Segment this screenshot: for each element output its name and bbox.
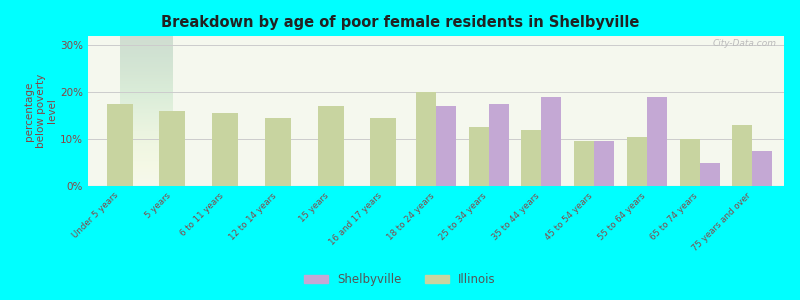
Bar <box>106 104 133 186</box>
Bar <box>542 97 562 186</box>
Bar <box>594 142 614 186</box>
Bar <box>318 106 343 186</box>
Text: City-Data.com: City-Data.com <box>713 39 777 48</box>
Bar <box>370 118 396 186</box>
Bar <box>752 151 773 186</box>
Y-axis label: percentage
below poverty
level: percentage below poverty level <box>24 74 58 148</box>
Bar <box>680 139 700 186</box>
Bar <box>700 163 720 186</box>
Bar <box>212 113 238 186</box>
Bar <box>469 128 489 186</box>
Bar <box>416 92 436 186</box>
Bar <box>159 111 186 186</box>
Bar <box>436 106 456 186</box>
Text: Breakdown by age of poor female residents in Shelbyville: Breakdown by age of poor female resident… <box>161 15 639 30</box>
Bar <box>522 130 542 186</box>
Bar <box>627 137 647 186</box>
Legend: Shelbyville, Illinois: Shelbyville, Illinois <box>299 269 501 291</box>
Bar <box>265 118 291 186</box>
Bar <box>732 125 752 186</box>
Bar <box>489 104 509 186</box>
Bar <box>647 97 667 186</box>
Bar <box>574 142 594 186</box>
